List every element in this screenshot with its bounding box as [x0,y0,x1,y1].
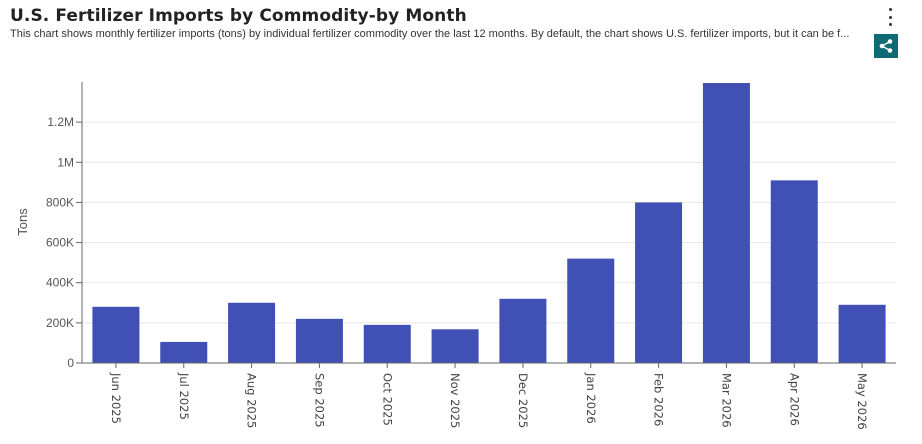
bar [92,306,140,363]
kebab-menu-icon[interactable] [882,6,898,28]
x-tick-label: Jul 2025 [177,372,191,420]
bars [92,83,886,363]
bar [567,258,615,363]
bar [160,341,208,363]
bar [838,304,886,363]
y-tick-labels: 0 200K 400K 600K 800K 1M 1.2M [46,115,74,370]
y-tick-label: 800K [46,195,74,209]
chart-subtitle: This chart shows monthly fertilizer impo… [10,28,850,40]
bar [431,329,479,363]
axes [76,82,896,368]
bar [635,202,683,363]
bar [702,83,750,363]
x-tick-label: Aug 2025 [245,373,259,428]
x-tick-label: Apr 2026 [787,373,801,426]
y-axis-title: Tons [15,208,30,236]
x-tick-label: Feb 2026 [652,373,666,426]
y-tick-label: 400K [46,276,74,290]
bar [295,318,343,363]
x-tick-label: Dec 2025 [516,373,530,428]
share-button[interactable] [874,34,898,58]
share-icon [879,39,893,53]
x-tick-label: Mar 2026 [719,373,733,428]
x-tick-label: Jan 2026 [584,372,598,424]
grid-lines [82,121,896,324]
y-tick-label: 1M [57,155,74,169]
x-tick-label: Jun 2025 [109,372,123,424]
x-tick-label: Oct 2025 [380,373,394,426]
bar [228,302,276,363]
y-tick-label: 200K [46,316,74,330]
chart-title: U.S. Fertilizer Imports by Commodity-by … [10,6,467,26]
x-tick-label: Sep 2025 [312,373,326,428]
bar [770,180,818,363]
x-tick-labels: Jun 2025 Jul 2025 Aug 2025 Sep 2025 Oct 2025… [109,372,869,430]
x-tick-label: Nov 2025 [448,373,462,428]
bar [499,298,547,363]
x-tick-label: May 2026 [855,373,869,430]
y-tick-label: 1.2M [47,115,74,129]
y-tick-label: 0 [67,356,74,370]
bar [363,324,411,363]
y-tick-label: 600K [46,236,74,250]
